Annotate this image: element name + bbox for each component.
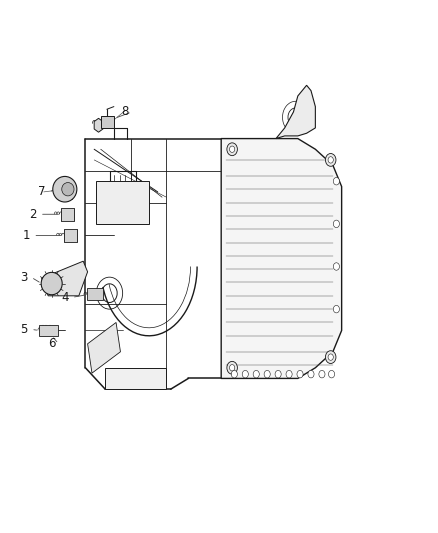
- Polygon shape: [70, 188, 77, 195]
- Text: 3: 3: [21, 271, 28, 284]
- Circle shape: [286, 370, 292, 378]
- FancyBboxPatch shape: [39, 325, 58, 336]
- Text: 2: 2: [29, 208, 37, 221]
- Circle shape: [227, 143, 237, 156]
- FancyBboxPatch shape: [96, 181, 149, 224]
- Text: 4: 4: [61, 291, 69, 304]
- FancyBboxPatch shape: [87, 288, 103, 300]
- Circle shape: [333, 220, 339, 228]
- Text: 7: 7: [38, 185, 46, 198]
- Circle shape: [325, 351, 336, 364]
- Polygon shape: [221, 139, 342, 378]
- FancyBboxPatch shape: [61, 208, 74, 221]
- Circle shape: [333, 305, 339, 313]
- Ellipse shape: [62, 182, 74, 196]
- Text: 6: 6: [48, 337, 56, 350]
- Polygon shape: [62, 196, 72, 199]
- Circle shape: [297, 370, 303, 378]
- Circle shape: [333, 263, 339, 270]
- Circle shape: [230, 146, 235, 152]
- Circle shape: [253, 370, 259, 378]
- Circle shape: [264, 370, 270, 378]
- Ellipse shape: [41, 272, 62, 295]
- Text: 8: 8: [121, 106, 128, 118]
- Circle shape: [328, 157, 333, 163]
- Circle shape: [275, 370, 281, 378]
- Ellipse shape: [53, 176, 77, 202]
- Polygon shape: [42, 261, 88, 296]
- Circle shape: [308, 370, 314, 378]
- Polygon shape: [105, 368, 166, 389]
- Circle shape: [231, 370, 237, 378]
- Circle shape: [325, 154, 336, 166]
- Polygon shape: [276, 85, 315, 139]
- Circle shape: [227, 361, 237, 374]
- FancyBboxPatch shape: [64, 229, 77, 242]
- Circle shape: [328, 354, 333, 360]
- FancyBboxPatch shape: [101, 116, 114, 128]
- Polygon shape: [88, 322, 120, 373]
- Circle shape: [230, 365, 235, 371]
- Circle shape: [328, 370, 335, 378]
- Text: 1: 1: [22, 229, 30, 242]
- Polygon shape: [94, 118, 103, 132]
- Circle shape: [242, 370, 248, 378]
- Circle shape: [319, 370, 325, 378]
- Text: 5: 5: [21, 323, 28, 336]
- Circle shape: [333, 177, 339, 185]
- Circle shape: [45, 276, 58, 292]
